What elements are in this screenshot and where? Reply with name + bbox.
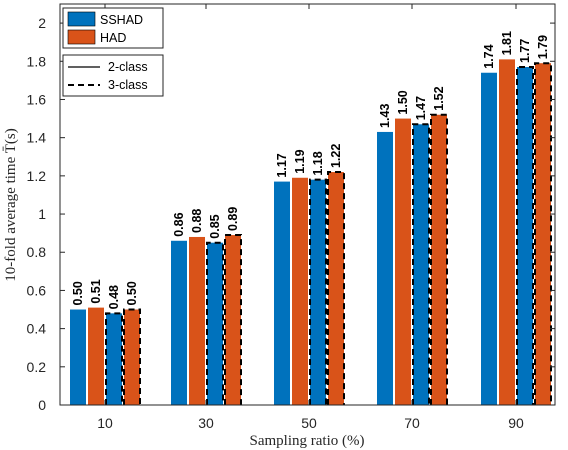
bar-had-3-class-90	[535, 63, 551, 405]
data-label-had-3-class-50: 1.22	[329, 144, 343, 168]
data-label-had-2-class-70: 1.50	[396, 90, 410, 114]
bar-sshad-2-class-50	[274, 181, 290, 405]
bar-had-2-class-50	[292, 177, 308, 405]
data-label-had-3-class-90: 1.79	[536, 35, 550, 59]
y-tick-label-0.2: 0.2	[27, 359, 47, 375]
legend-swatch-had	[67, 29, 96, 45]
y-tick-label-1.6: 1.6	[27, 91, 47, 107]
x-axis-label: Sampling ratio (%)	[250, 433, 365, 449]
data-label-sshad-2-class-70: 1.43	[378, 104, 392, 128]
bar-had-3-class-70	[431, 114, 447, 405]
bar-had-2-class-90	[499, 59, 515, 405]
axes-layer: 10 30 50 70 90 0 0.2 0.4 0.6 0.8 1 1.2 1.4 1.6 1.8 2	[27, 4, 555, 431]
data-label-sshad-2-class-30: 0.86	[172, 212, 186, 236]
data-label-sshad-2-class-90: 1.74	[482, 44, 496, 68]
legend-label-had: HAD	[100, 31, 126, 45]
legend-label-sshad: SSHAD	[100, 13, 143, 27]
data-label-sshad-3-class-10: 0.48	[107, 285, 121, 309]
bar-outline-had-3-class-30	[224, 234, 242, 405]
plot-frame	[59, 3, 556, 406]
legend-colors: SSHAD HAD	[62, 7, 164, 49]
bar-outline-sshad-3-class-10	[105, 312, 123, 405]
bar-sshad-2-class-10	[70, 309, 86, 405]
bar-had-2-class-10	[88, 307, 104, 405]
x-tick-label-10: 10	[97, 415, 113, 431]
legend-box-lines	[62, 54, 164, 97]
bar-had-2-class-70	[395, 118, 411, 406]
bar-had-3-class-50	[328, 172, 344, 405]
y-tick-label-1.2: 1.2	[27, 168, 47, 184]
x-tick-label-30: 30	[198, 415, 214, 431]
bar-sshad-3-class-30	[207, 242, 223, 405]
bar-had-3-class-10	[124, 309, 140, 405]
bar-sshad-2-class-70	[377, 131, 393, 405]
legend-swatch-sshad	[67, 11, 96, 27]
bar-had-3-class-30	[225, 235, 241, 405]
data-label-sshad-3-class-50: 1.18	[311, 151, 325, 175]
y-tick-label-1: 1	[38, 206, 46, 222]
bar-sshad-3-class-10	[106, 313, 122, 405]
y-tick-label-0: 0	[38, 397, 46, 413]
x-tick-label-90: 90	[508, 415, 524, 431]
legend-label-2class: 2-class	[108, 60, 148, 74]
data-label-had-3-class-10: 0.50	[125, 281, 139, 305]
bar-outline-had-3-class-50	[327, 171, 345, 405]
data-label-had-2-class-90: 1.81	[500, 31, 514, 55]
bar-outline-sshad-3-class-30	[206, 241, 224, 405]
y-tick-label-1.8: 1.8	[27, 53, 47, 69]
y-tick-label-1.4: 1.4	[27, 130, 47, 146]
bar-outline-had-3-class-70	[430, 113, 448, 405]
bar-sshad-2-class-30	[171, 240, 187, 405]
data-label-sshad-3-class-30: 0.85	[208, 214, 222, 238]
data-label-had-2-class-50: 1.19	[293, 149, 307, 173]
data-label-had-3-class-70: 1.52	[432, 86, 446, 110]
data-label-sshad-2-class-10: 0.50	[71, 281, 85, 305]
legend-lines: 2-class 3-class	[62, 54, 164, 97]
data-label-had-3-class-30: 0.89	[226, 207, 240, 231]
data-labels-layer: 0.50 0.51 0.48 0.50 0.86 0.88 0.85 0.89 1.17 1.19…	[71, 31, 550, 309]
bar-sshad-3-class-50	[310, 179, 326, 405]
data-label-sshad-3-class-70: 1.47	[414, 96, 428, 120]
bar-outline-had-3-class-90	[534, 62, 552, 405]
bar-outline-had-3-class-10	[123, 308, 141, 405]
y-axis-label: 10-fold average time T̄(s)	[3, 128, 19, 281]
bar-had-2-class-30	[189, 236, 205, 405]
x-tick-label-50: 50	[301, 415, 317, 431]
x-tick-label-70: 70	[404, 415, 420, 431]
legend-label-3class: 3-class	[108, 78, 148, 92]
bar-sshad-2-class-90	[481, 72, 497, 405]
bar-outline-sshad-3-class-70	[412, 123, 430, 405]
bar-outline-sshad-3-class-50	[309, 178, 327, 405]
data-label-had-2-class-30: 0.88	[190, 209, 204, 233]
y-tick-label-0.6: 0.6	[27, 282, 47, 298]
data-label-sshad-2-class-50: 1.17	[275, 153, 289, 177]
bar-outline-sshad-3-class-90	[516, 66, 534, 405]
data-label-had-2-class-10: 0.51	[89, 279, 103, 303]
y-tick-label-2: 2	[38, 15, 46, 31]
y-tick-label-0.8: 0.8	[27, 244, 47, 260]
bar-sshad-3-class-90	[517, 67, 533, 405]
y-tick-label-0.4: 0.4	[27, 321, 47, 337]
bars-layer	[70, 59, 552, 406]
bar-sshad-3-class-70	[413, 124, 429, 406]
data-label-sshad-3-class-90: 1.77	[518, 39, 532, 63]
